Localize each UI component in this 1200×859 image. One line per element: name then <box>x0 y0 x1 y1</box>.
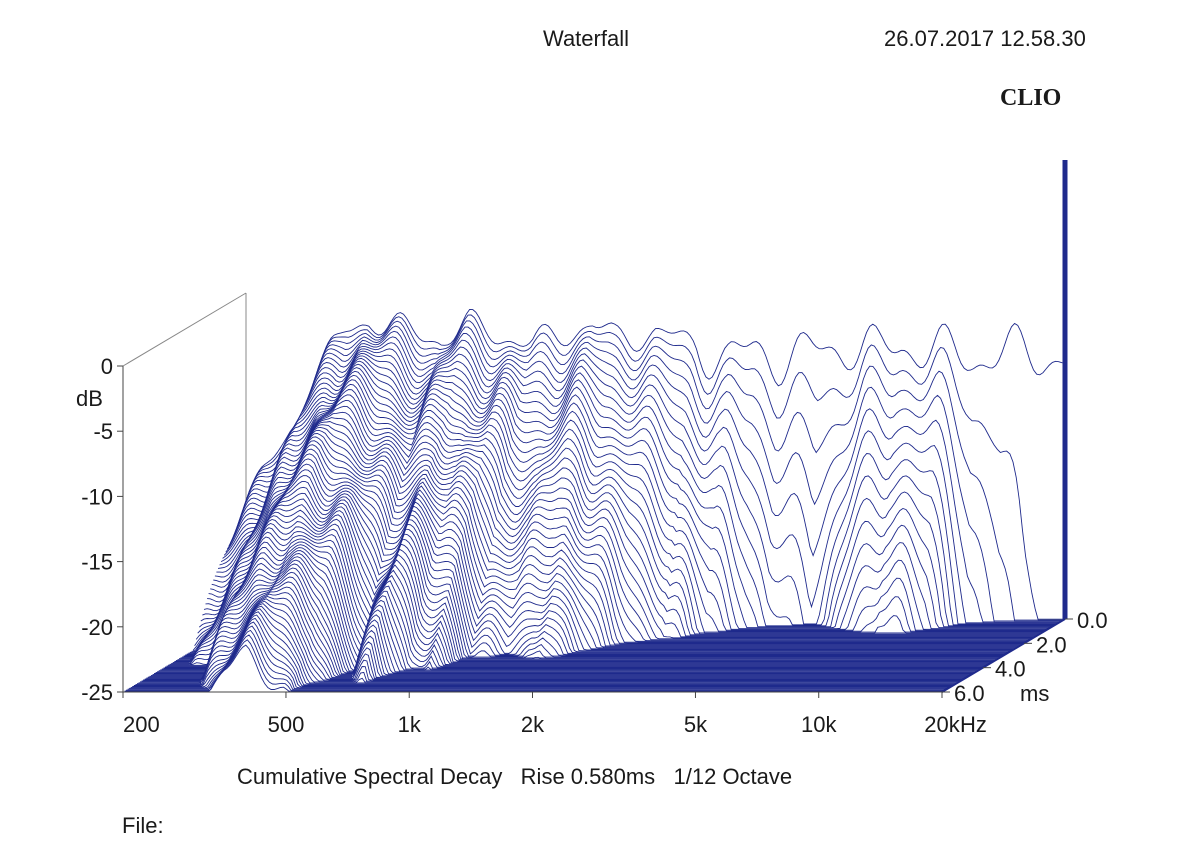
slice-line <box>236 342 1056 625</box>
slice-line <box>242 320 1062 622</box>
slice-line <box>223 367 1044 633</box>
file-label: File: <box>122 813 164 838</box>
slice-line <box>243 314 1064 621</box>
z-unit-label: ms <box>1020 681 1049 706</box>
slice-line <box>234 348 1055 626</box>
slice-line <box>237 336 1058 625</box>
y-tick-label: -20 <box>81 615 113 640</box>
z-tick-label: 4.0 <box>995 657 1026 682</box>
slice-line <box>233 350 1053 627</box>
y-tick-label: -5 <box>93 419 113 444</box>
x-tick-label: 10k <box>801 712 837 737</box>
y-tick-label: -25 <box>81 680 113 705</box>
slice-line <box>231 353 1051 628</box>
z-tick-label: 0.0 <box>1077 608 1108 633</box>
timestamp: 26.07.2017 12.58.30 <box>884 26 1086 51</box>
y-tick-label: 0 <box>101 354 113 379</box>
y-tick-label: -15 <box>81 550 113 575</box>
y-axis-label: dB <box>76 386 103 411</box>
x-unit-label: Hz <box>960 712 987 737</box>
slice-line <box>229 355 1050 629</box>
slice-line <box>226 360 1047 631</box>
z-tick-label: 6.0 <box>954 681 985 706</box>
depth-edge-top <box>122 292 247 367</box>
x-tick-label: 2k <box>521 712 545 737</box>
brand-logo: CLIO <box>1000 85 1062 111</box>
x-tick-label: 500 <box>268 712 305 737</box>
slice-line <box>239 330 1059 624</box>
x-tick-label: 1k <box>398 712 422 737</box>
chart-subtitle: Cumulative Spectral Decay Rise 0.580ms 1… <box>237 764 793 789</box>
slice-line <box>225 363 1045 632</box>
slice-line <box>228 357 1048 630</box>
x-tick-label: 5k <box>684 712 708 737</box>
y-tick-label: -10 <box>81 484 113 509</box>
floor-right-edge <box>941 618 1066 693</box>
x-tick-label: 20k <box>924 712 960 737</box>
chart-title: Waterfall <box>543 26 629 51</box>
slice-line <box>222 370 1042 634</box>
z-tick-label: 2.0 <box>1036 632 1067 657</box>
x-tick-label: 200 <box>123 712 160 737</box>
slice-line <box>245 309 1066 508</box>
slice-line <box>240 325 1061 623</box>
